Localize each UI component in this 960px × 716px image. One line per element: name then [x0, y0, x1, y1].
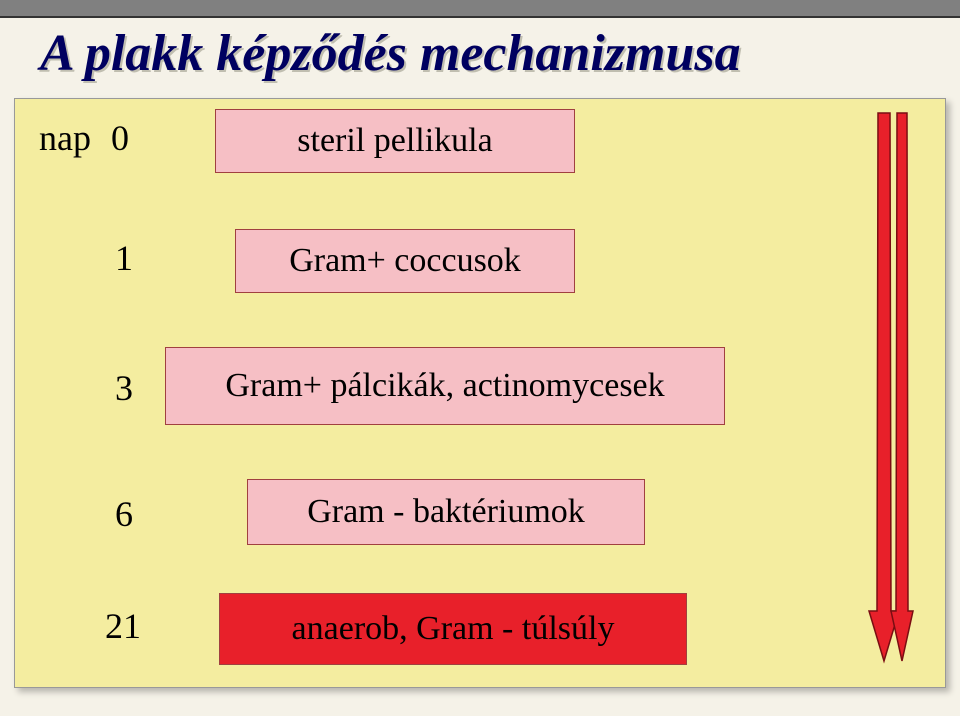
- nap-label: nap: [39, 117, 91, 159]
- box-gram-palcikak: Gram+ pálcikák, actinomycesek: [165, 347, 725, 425]
- top-bar: [0, 0, 960, 18]
- box-steril-pellikula: steril pellikula: [215, 109, 575, 173]
- day-3: 3: [115, 367, 133, 409]
- day-6: 6: [115, 493, 133, 535]
- title-text: A plakk képződés mechanizmusa: [40, 25, 741, 82]
- downward-arrows: [863, 111, 919, 671]
- page-title: A plakk képződés mechanizmusa A plakk ké…: [40, 24, 741, 83]
- day-0: 0: [111, 117, 129, 159]
- diagram-panel: nap 0 1 3 6 21 steril pellikula Gram+ co…: [14, 98, 946, 688]
- day-21: 21: [105, 605, 141, 647]
- day-1: 1: [115, 237, 133, 279]
- box-anaerob: anaerob, Gram - túlsúly: [219, 593, 687, 665]
- box-gram-bakteriumok: Gram - baktériumok: [247, 479, 645, 545]
- box-gram-coccusok: Gram+ coccusok: [235, 229, 575, 293]
